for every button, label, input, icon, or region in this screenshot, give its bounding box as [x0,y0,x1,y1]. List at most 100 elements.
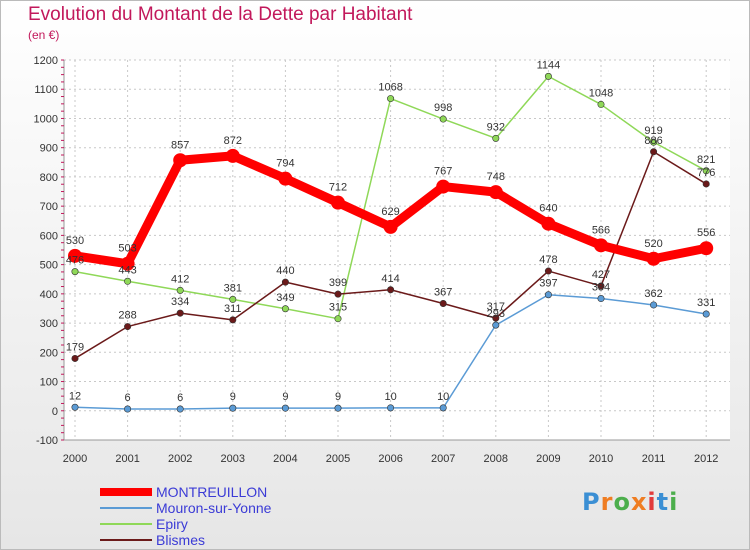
data-label: 478 [539,254,557,266]
data-point [597,100,605,108]
data-point [702,180,710,188]
x-tick-label: 2007 [431,453,455,465]
logo-letter: P [582,488,601,516]
data-point [334,290,342,298]
data-point [281,278,289,286]
y-tick-label: 200 [40,347,58,359]
data-point [650,148,658,156]
data-point [650,138,658,146]
data-label: 6 [125,392,131,404]
data-label: 1068 [378,82,402,94]
data-point [225,148,240,163]
legend-item-epiry[interactable]: Epiry [100,516,360,532]
legend-item-blismes[interactable]: Blismes [100,532,360,548]
y-tick-label: 500 [40,260,58,272]
x-tick-label: 2005 [326,453,350,465]
data-point [544,291,552,299]
chart-legend: MONTREUILLON Mouron-sur-Yonne Epiry Blis… [100,484,360,548]
data-label: 1048 [589,87,613,99]
data-point [597,282,605,290]
data-point [488,185,503,200]
data-label: 712 [329,182,347,194]
data-point [229,316,237,324]
data-point [492,321,500,329]
data-point [492,314,500,322]
legend-label-montreuillon: MONTREUILLON [156,484,268,500]
data-label: 362 [644,288,662,300]
data-label: 932 [487,121,505,133]
legend-label-blismes: Blismes [156,532,206,548]
data-point [439,404,447,412]
data-point [541,216,556,231]
data-label: 317 [487,301,505,313]
data-point [387,95,395,103]
data-label: 443 [118,264,136,276]
data-label: 288 [118,310,136,322]
data-point [439,115,447,123]
legend-label-mouron-sur-yonne: Mouron-sur-Yonne [156,500,272,516]
data-label: 10 [437,391,449,403]
data-point [597,295,605,303]
x-tick-label: 2003 [221,453,245,465]
data-label: 311 [224,303,242,315]
y-tick-label: -100 [36,435,58,447]
chart-subtitle: (en €) [28,28,60,42]
x-tick-label: 2009 [536,453,560,465]
logo-letter: x [630,488,648,516]
y-tick-label: 800 [40,172,58,184]
data-label: 293 [487,308,505,320]
data-label: 334 [171,296,189,308]
legend-swatch-blismes [100,539,152,541]
data-point [173,153,188,168]
logo-letter: t [656,488,670,516]
data-point [71,403,79,411]
y-tick-label: 100 [40,377,58,389]
x-tick-label: 2008 [484,453,508,465]
data-point [71,354,79,362]
data-point [702,310,710,318]
data-label: 886 [644,135,662,147]
legend-swatch-mouron-sur-yonne [100,507,152,509]
data-point [176,286,184,294]
y-tick-label: 300 [40,318,58,330]
data-point [699,241,714,256]
data-point [68,248,82,263]
data-point [334,315,342,323]
data-point [702,167,710,175]
y-tick-label: 400 [40,289,58,301]
data-point [334,404,342,412]
y-tick-label: 900 [40,143,58,155]
data-point [436,179,451,194]
legend-item-montreuillon[interactable]: MONTREUILLON [100,484,360,500]
data-label: 821 [697,154,715,166]
data-label: 384 [592,282,610,294]
data-point [650,301,658,309]
data-label: 331 [697,297,715,309]
data-label: 530 [66,235,84,247]
data-label: 520 [644,238,662,250]
data-point [439,299,447,307]
x-tick-label: 2000 [63,453,87,465]
data-point [176,309,184,317]
data-label: 1144 [537,59,561,71]
legend-item-mouron-sur-yonne[interactable]: Mouron-sur-Yonne [100,500,360,516]
data-label: 412 [171,273,189,285]
proxiti-logo: Proxiti [582,488,678,516]
data-label: 367 [434,286,452,298]
y-tick-label: 1100 [34,84,58,96]
data-point [544,267,552,275]
data-label: 414 [381,273,399,285]
data-label: 857 [171,139,189,151]
data-label: 440 [276,265,294,277]
legend-swatch-montreuillon [100,488,152,496]
data-label: 919 [644,125,662,137]
data-point [387,404,395,412]
data-label: 349 [276,292,294,304]
data-label: 315 [329,302,347,314]
data-label: 556 [697,227,715,239]
data-point [544,72,552,80]
data-point [229,404,237,412]
data-label: 9 [230,391,236,403]
data-point [229,295,237,303]
